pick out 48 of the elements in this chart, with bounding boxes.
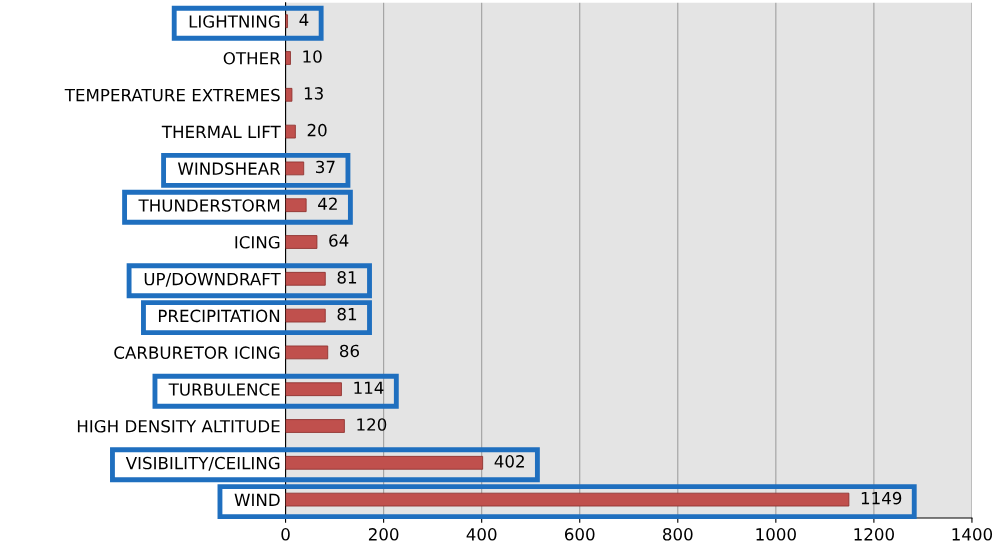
y-tick-label: CARBURETOR ICING [114,346,280,359]
y-tick-label: VISIBILITY/CEILING [125,456,280,471]
data-label: 402 [494,455,524,468]
data-label: 13 [304,87,323,100]
data-label: 81 [337,307,357,321]
data-label: 4 [299,13,309,26]
data-label: 1149 [861,491,902,505]
data-label: 20 [307,123,327,137]
y-tick-label: UP/DOWNDRAFT [144,272,281,287]
bar [285,308,326,323]
y-tick-label: THERMAL LIFT [161,125,281,138]
bar [285,455,484,470]
bar [285,235,318,249]
y-tick-label: LIGHTNING [189,15,280,28]
bar [285,419,345,433]
y-tick-label: OTHER [223,51,281,65]
data-label: 120 [357,418,387,431]
y-tick-label: PRECIPITATION [158,309,280,323]
x-tick-label: 200 [368,528,399,541]
x-tick-label: 800 [663,528,693,541]
bar [285,271,326,286]
bar [285,161,305,176]
bar [285,87,293,102]
data-label: 81 [337,271,357,284]
bar [285,51,291,65]
bar [285,198,307,213]
x-tick-label: 1000 [756,528,796,541]
x-tick-label: 0 [281,528,290,541]
y-tick-label: ICING [235,235,280,249]
data-label: 64 [329,234,349,247]
y-tick-label: WIND [234,493,280,506]
y-tick-label: THUNDERSTORM [138,199,280,212]
y-tick-label: TURBULENCE [168,383,280,396]
data-label: 10 [303,50,322,63]
data-label: 37 [316,160,335,174]
data-label: 114 [354,381,384,394]
x-tick-label: 1200 [854,528,894,541]
y-tick-label: WINDSHEAR [177,162,281,175]
y-tick-label: TEMPERATURE EXTREMES [64,88,280,102]
bar [285,345,329,360]
x-tick-label: 1400 [952,528,993,541]
x-tick-label: 400 [466,528,497,541]
bar [285,124,296,139]
bar [285,382,342,397]
y-tick-label: HIGH DENSITY ALTITUDE [77,419,280,433]
data-label: 86 [339,344,359,358]
data-label: 42 [318,197,337,210]
x-tick-label: 600 [564,528,595,541]
